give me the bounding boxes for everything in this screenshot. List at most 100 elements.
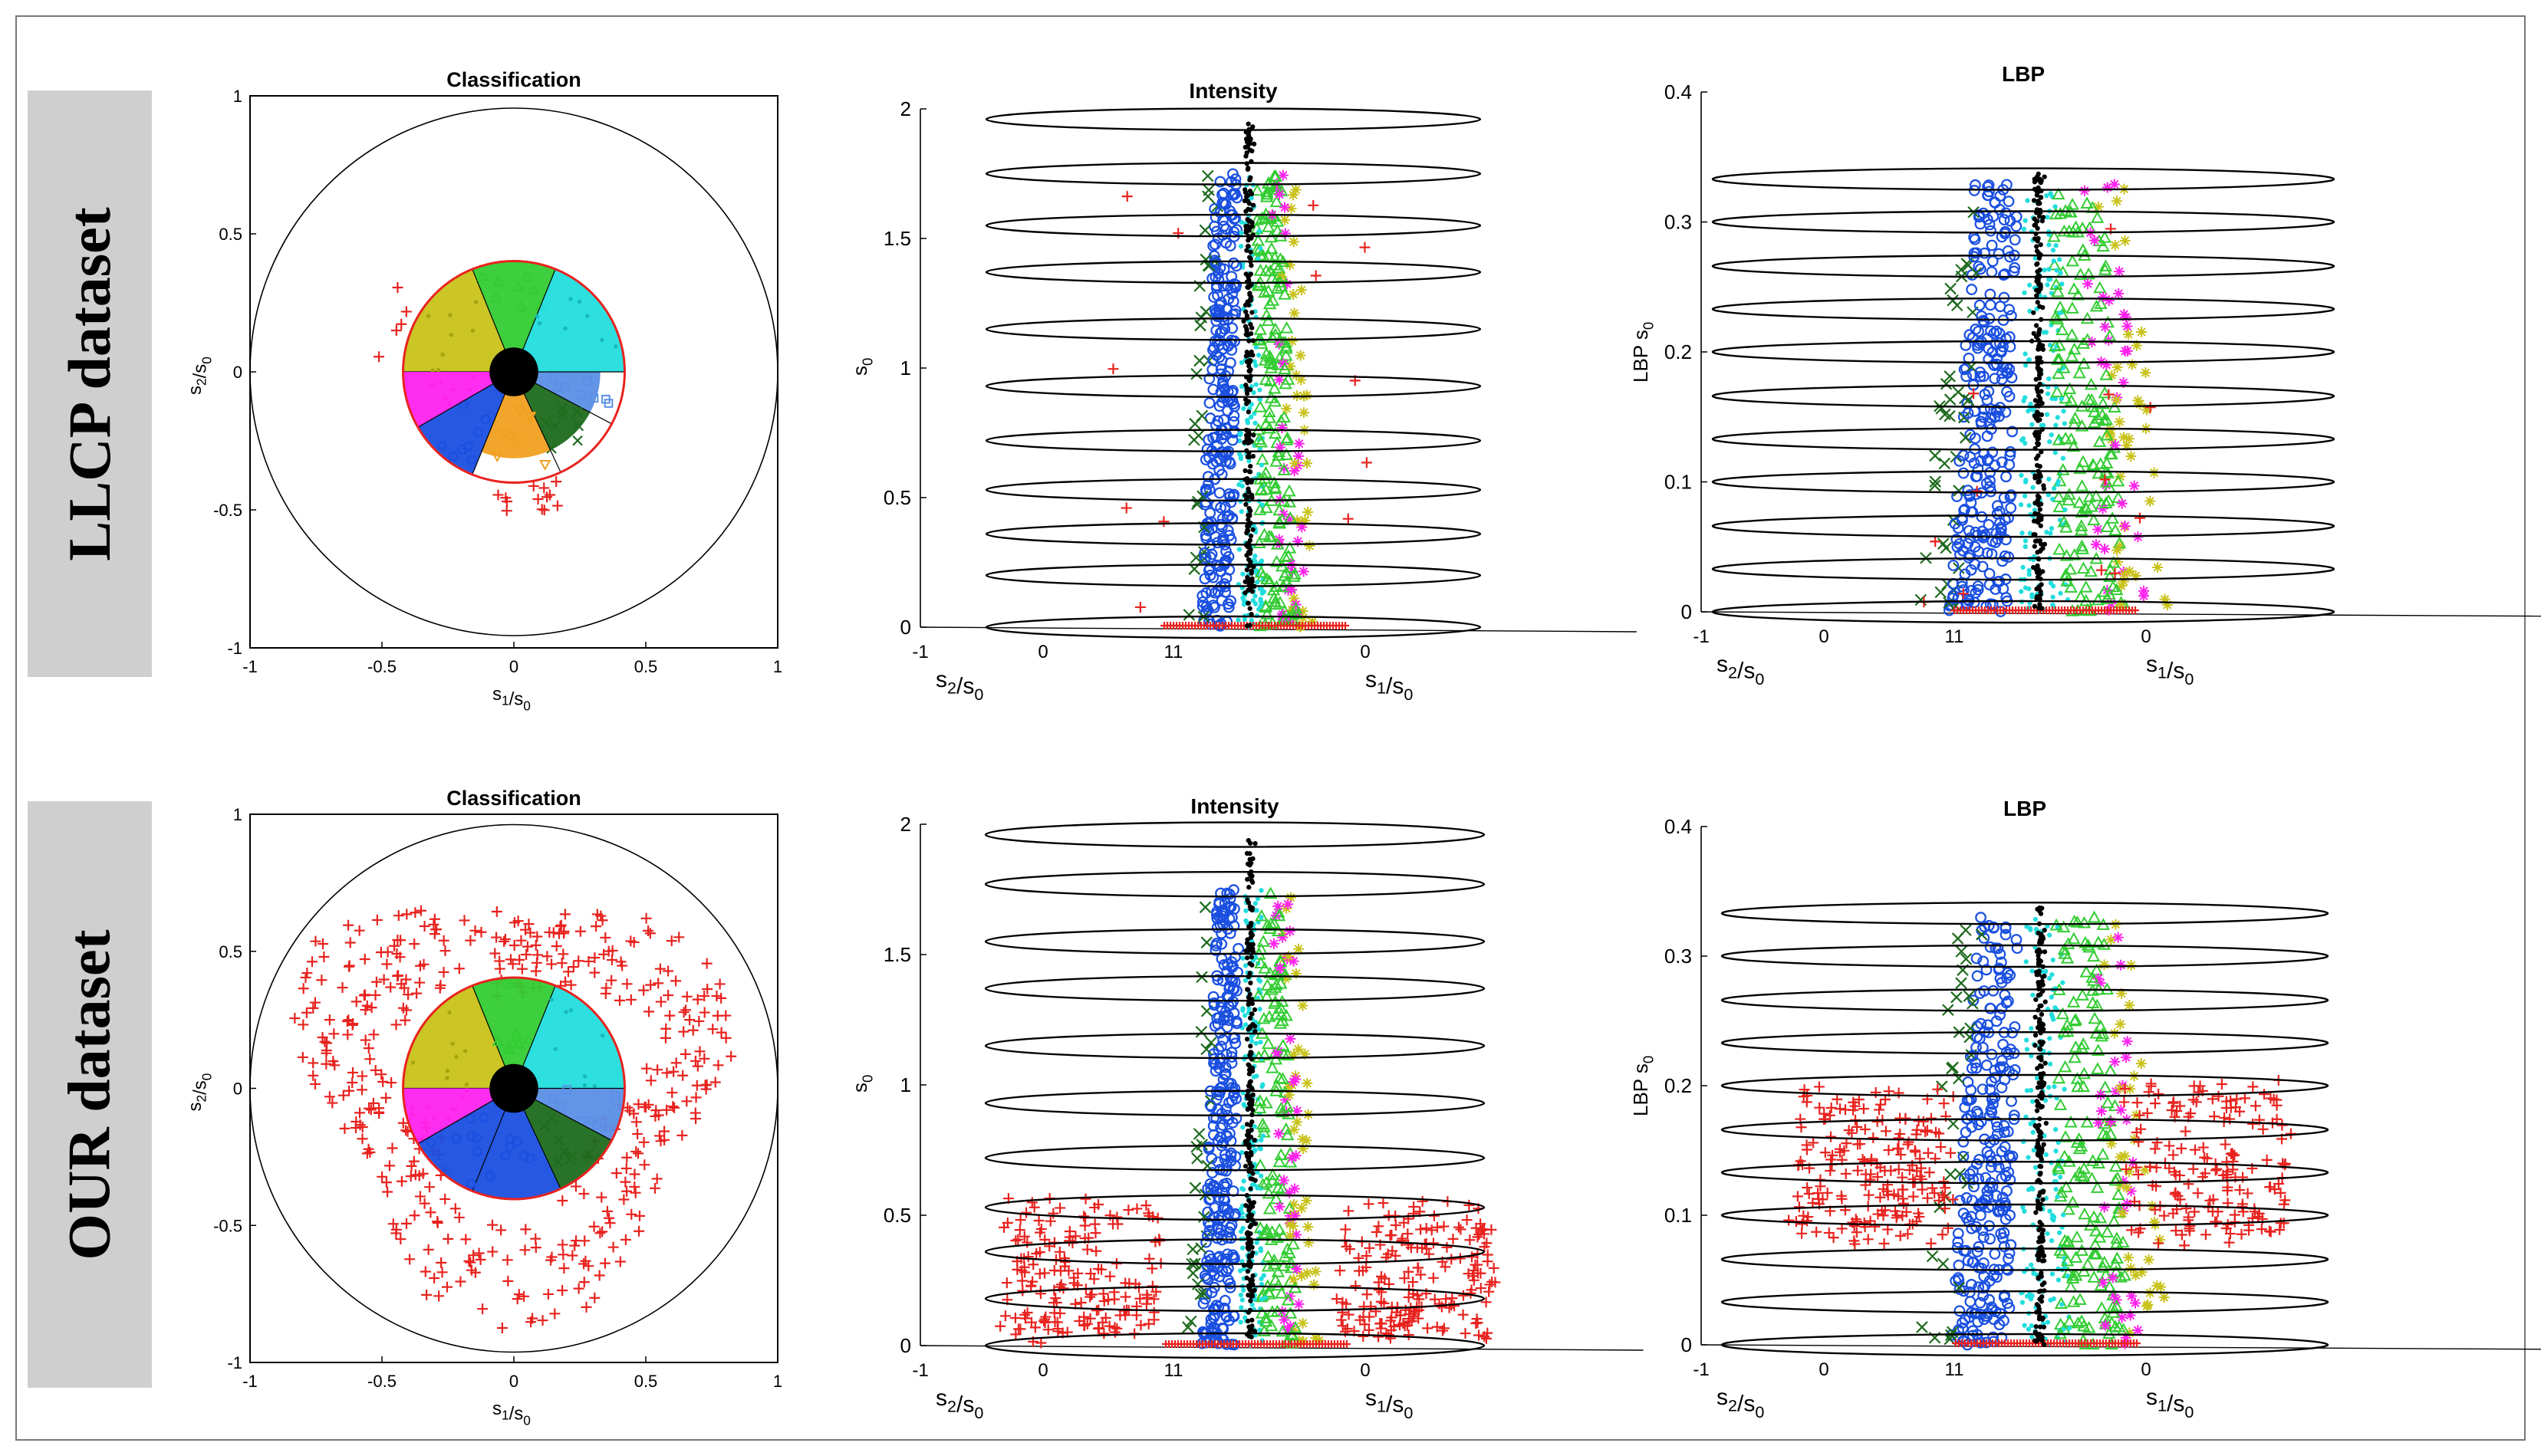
llcp-lbp-point-blue (1995, 521, 2007, 534)
llcp-lbp-point-cyan (2048, 531, 2053, 536)
llcp-intensity-point-blue (1213, 351, 1226, 363)
our-lbp-point-green (2100, 1225, 2115, 1237)
llcp-intensity-spine-point (1248, 508, 1253, 514)
llcp-intensity-spine-point (1243, 468, 1248, 473)
llcp-intensity-point-blue (1218, 280, 1229, 292)
llcp-lbp-point-green (2081, 603, 2095, 616)
our-classification-outer-point (557, 1239, 568, 1251)
our-lbp-point-green (2088, 1011, 2102, 1024)
our-intensity-spine-point (1243, 1203, 1249, 1208)
llcp-lbp-point-cyan (2044, 412, 2050, 417)
our-lbp-ytick-label: 0 (1681, 1333, 1692, 1356)
llcp-intensity-ytick-label: 1.5 (884, 227, 911, 250)
our-intensity-point-red (1422, 1323, 1433, 1334)
our-classification-outer-point (569, 1240, 581, 1251)
llcp-intensity-point-green (1259, 501, 1273, 514)
llcp-lbp-point-blue (2005, 489, 2017, 501)
our-classification-sector-marker (508, 1037, 520, 1048)
our-lbp-point-red (2149, 1098, 2161, 1109)
llcp-lbp-point-green (2055, 323, 2069, 336)
llcp-intensity-spine-point (1246, 238, 1251, 243)
llcp-intensity-point-cyan (1241, 406, 1246, 412)
llcp-intensity-spine-point (1245, 528, 1250, 533)
our-lbp-point-red (1859, 1124, 1871, 1136)
our-classification-outer-point (509, 917, 520, 928)
llcp-classification-sector-marker (549, 421, 561, 432)
llcp-intensity-spine-point (1244, 313, 1250, 318)
our-classification-outer-point (327, 1097, 338, 1109)
our-classification-sector-marker (553, 1135, 564, 1145)
llcp-lbp-spine-point (2036, 214, 2042, 219)
our-intensity-spine-point (1249, 1099, 1255, 1105)
llcp-lbp-point-cyan (2059, 281, 2065, 287)
llcp-intensity-point-red (1359, 242, 1371, 253)
our-intensity-title: Intensity (1190, 794, 1279, 818)
llcp-intensity-spine-point (1249, 223, 1255, 229)
llcp-lbp-point-blue (1997, 583, 2009, 595)
our-classification-outer-point (594, 1228, 606, 1239)
our-lbp-point-cyan (2049, 1271, 2056, 1277)
llcp-lbp-point-yellow (2112, 556, 2124, 567)
llcp-lbp-spine-point (2040, 215, 2046, 220)
our-classification-ylabel: s2/s0 (185, 1073, 214, 1112)
llcp-lbp-point-cyan (2045, 391, 2051, 396)
our-classification-outer-point (439, 1193, 451, 1205)
our-intensity-spine-point (1244, 955, 1250, 961)
llcp-lbp-point-blue (1986, 255, 1999, 268)
our-classification-outer-point (522, 941, 533, 952)
our-classification-outer-point (691, 1080, 703, 1091)
our-classification-sector-marker (611, 1091, 620, 1101)
llcp-intensity-point-yellow (1298, 407, 1309, 419)
our-intensity-point-yellow (1292, 1044, 1304, 1055)
our-intensity-point-green (1272, 1223, 1286, 1235)
llcp-lbp-point-green (2056, 463, 2070, 475)
llcp-lbp-point-blue (1976, 511, 1988, 523)
llcp-intensity-point-blue (1205, 516, 1217, 528)
llcp-lbp-point-cyan (2047, 342, 2053, 348)
llcp-lbp-level-ellipse (1711, 340, 2335, 364)
llcp-intensity-point-green (1272, 261, 1286, 274)
llcp-lbp-point-darkgreen (1950, 299, 1963, 311)
llcp-classification-sector-marker (573, 420, 584, 432)
llcp-intensity-point-cyan (1246, 458, 1252, 464)
our-classification-outer-point (376, 1069, 387, 1080)
llcp-intensity-level-ellipse (985, 107, 1482, 131)
our-intensity-point-cyan (1240, 1125, 1246, 1130)
our-intensity-point-red (1034, 1268, 1045, 1280)
llcp-lbp-point-yellow (2114, 416, 2125, 428)
our-classification-outer-point (651, 1173, 663, 1185)
our-classification-outer-point (368, 1029, 380, 1040)
llcp-intensity-point-blue (1217, 532, 1229, 544)
our-intensity-point-red (1080, 1193, 1091, 1205)
our-lbp-point-cyan (2050, 957, 2056, 963)
llcp-intensity-point-cyan (1252, 411, 1257, 416)
our-classification-outer-point (390, 1228, 402, 1239)
llcp-lbp-point-magenta (2128, 480, 2140, 491)
our-intensity-point-red (1377, 1198, 1389, 1209)
llcp-intensity-spine-point (1250, 202, 1256, 208)
our-classification-sector-marker (466, 1131, 477, 1142)
our-intensity-level-ellipse (984, 821, 1486, 848)
llcp-intensity-point-magenta (1281, 278, 1292, 290)
llcp-lbp-point-cyan (2046, 492, 2051, 498)
our-lbp-point-cyan (2046, 975, 2052, 981)
our-lbp-point-cyan (2049, 994, 2054, 1000)
our-intensity-point-red (1383, 1210, 1394, 1221)
our-classification-outer-point (301, 1007, 312, 1018)
our-classification-sector-marker (502, 1042, 515, 1053)
llcp-lbp-point-green (2060, 574, 2074, 587)
llcp-classification-ylabel: s2/s0 (185, 357, 214, 395)
llcp-intensity-point-blue (1214, 176, 1226, 188)
our-classification-outer-point (297, 1051, 308, 1063)
our-classification-sector-marker (582, 1083, 587, 1088)
llcp-lbp-point-blue (1949, 518, 1961, 530)
our-lbp-point-cyan (2029, 1185, 2034, 1191)
llcp-lbp-point-blue (1999, 268, 2011, 280)
our-lbp-point-red (1825, 1165, 1836, 1176)
llcp-classification-sector-marker (604, 399, 614, 408)
our-intensity-spine-point (1249, 1152, 1254, 1158)
our-classification-sector-marker (500, 1150, 511, 1161)
llcp-classification-sector-marker (560, 382, 570, 391)
our-lbp-point-yellow (2142, 1299, 2154, 1310)
our-classification-outer-point (421, 1289, 433, 1300)
